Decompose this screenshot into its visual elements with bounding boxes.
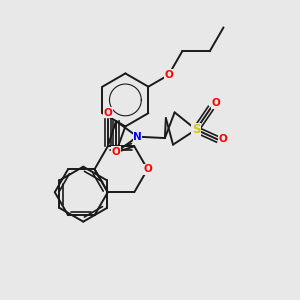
Text: O: O: [143, 164, 152, 174]
Text: O: O: [211, 98, 220, 108]
Text: S: S: [192, 123, 200, 136]
Text: N: N: [133, 132, 142, 142]
Text: O: O: [112, 147, 120, 157]
Text: O: O: [103, 108, 112, 118]
Text: O: O: [218, 134, 227, 144]
Text: O: O: [164, 70, 173, 80]
